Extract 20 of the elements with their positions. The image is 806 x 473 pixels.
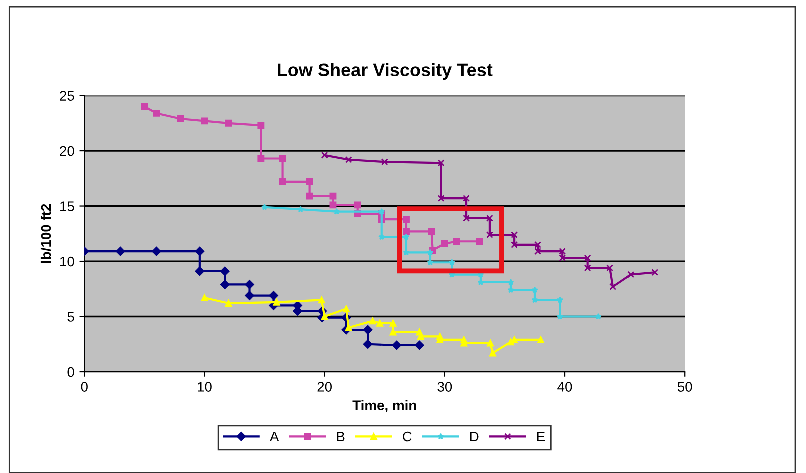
legend-label: E [537,432,545,442]
chart-title: Low Shear Viscosity Test [278,63,493,80]
x-axis-title: Time, min [352,400,416,412]
y-tick-label: 0 [68,367,74,378]
x-tick-label: 10 [198,382,212,392]
y-tick-label: 10 [60,256,74,267]
y-tick-label: 20 [60,146,74,156]
x-tick-label: 20 [318,382,332,392]
y-tick-label: 15 [60,202,74,212]
legend-label: B [337,432,345,442]
y-axis-title: lb/100 ft2 [40,204,52,264]
x-tick-label: 0 [81,382,88,392]
legend-label: D [470,432,479,442]
legend-label: A [270,432,280,442]
y-tick-label: 5 [68,312,74,322]
x-tick-label: 50 [678,382,692,392]
x-tick-label: 30 [438,382,452,392]
y-tick-label: 25 [60,91,74,101]
legend-label: C [403,432,412,442]
x-tick-label: 40 [558,382,572,392]
